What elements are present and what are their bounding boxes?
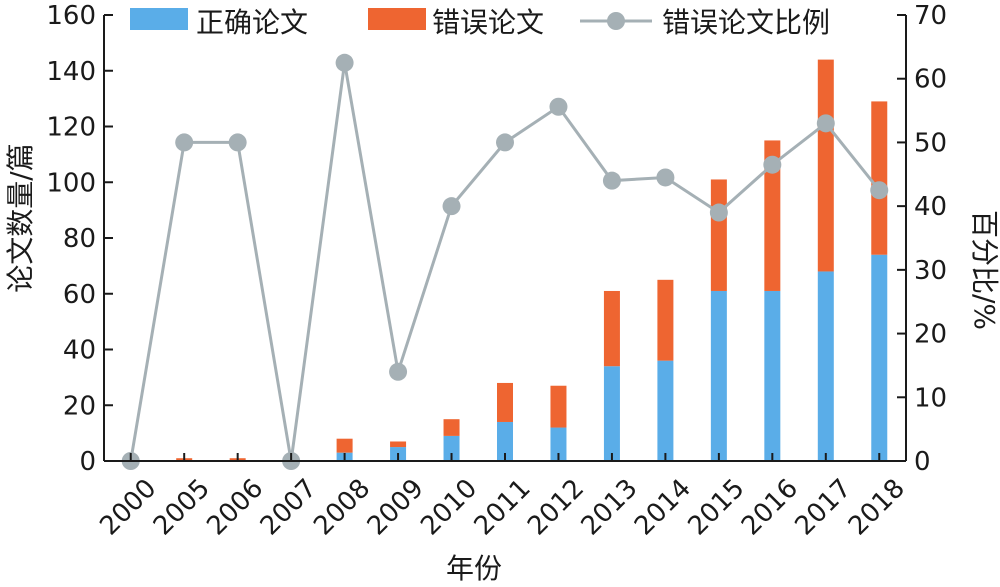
ratio-point-2012 [549,97,568,116]
y-tick-label: 40 [63,336,96,366]
axes-group: 0 20 40 60 80 100 120 140 160 0 10 20 30 40 50 60 70 2000… [46,1,947,541]
bar-correct-2017 [817,271,834,461]
x-tick-label: 2015 [683,473,751,541]
bar-correct-2018 [871,254,888,461]
y2-tick-label: 30 [914,256,947,286]
bar-correct-2013 [603,366,620,461]
x-tick-label: 2006 [201,473,269,541]
x-tick-label: 2011 [469,473,537,541]
bar-wrong-2012 [550,385,567,428]
ratio-point-2011 [496,133,514,152]
legend: 正确论文 错误论文 错误论文比例 [130,6,830,39]
bar-correct-2010 [443,435,460,461]
bar-wrong-2018 [871,101,888,255]
legend-swatch-wrong [368,8,426,30]
bars-group [176,59,888,461]
y-tick-label: 140 [46,57,96,87]
ratio-point-2008 [335,53,354,72]
bar-wrong-2017 [817,59,834,272]
legend-label-ratio: 错误论文比例 [662,6,830,39]
bar-correct-2014 [657,360,674,461]
ratio-point-2015 [709,203,728,222]
x-tick-label: 2009 [362,473,430,541]
y-tick-label: 100 [46,168,96,198]
bar-wrong-2011 [497,382,513,422]
x-tick-label: 2013 [576,473,644,541]
x-tick-label: 2014 [629,473,697,541]
x-tick-label: 2007 [255,473,323,541]
ratio-point-2017 [816,114,835,133]
bar-correct-2012 [550,427,567,461]
y-tick-label: 120 [46,113,96,143]
bar-wrong-2008 [336,438,353,453]
y-tick-label: 80 [63,224,96,254]
x-tick-label: 2010 [415,473,483,541]
y-axis-title: 论文数量/篇 [4,143,37,292]
bar-wrong-2016 [764,140,781,291]
bar-correct-2016 [764,290,781,461]
bar-wrong-2015 [710,179,727,291]
ratio-point-2006 [228,133,247,152]
ratio-point-2016 [763,155,782,174]
bar-correct-2015 [710,290,727,461]
x-tick-label: 2005 [148,473,216,541]
x-tick-label: 2018 [843,473,911,541]
y-tick-label: 160 [46,1,96,31]
ratio-point-2009 [389,362,408,381]
ratio-point-2010 [442,197,461,216]
y-tick-label: 20 [63,391,96,421]
y2-tick-label: 40 [914,192,947,222]
ratio-point-2014 [656,168,675,187]
y2-tick-label: 70 [914,1,947,31]
y2-tick-label: 20 [914,320,947,350]
ratio-point-2013 [602,171,621,190]
legend-marker [607,12,625,30]
bar-wrong-2013 [603,290,620,367]
y2-tick-label: 60 [914,65,947,95]
bar-correct-2011 [497,421,513,461]
bar-wrong-2014 [657,279,674,361]
x-axis-title: 年份 [446,552,502,585]
x-tick-label: 2016 [736,473,804,541]
y2-tick-label: 10 [914,383,947,413]
legend-swatch-correct [130,8,188,30]
bar-wrong-2010 [443,419,460,436]
x-tick-label: 2008 [308,473,376,541]
y2-axis-title: 百分比/% [968,210,1000,330]
legend-label-wrong: 错误论文 [432,6,544,39]
x-tick-label: 2017 [789,473,857,541]
line-series-group [121,53,889,470]
ratio-point-2018 [870,181,889,200]
y2-tick-label: 50 [914,128,947,158]
ratio-point-2005 [175,133,194,152]
y2-tick-label: 0 [914,447,931,477]
legend-label-correct: 正确论文 [196,6,308,39]
y-tick-label: 0 [79,447,96,477]
y-tick-label: 60 [63,280,96,310]
x-tick-label: 2012 [522,473,590,541]
x-tick-label: 2000 [94,473,162,541]
bar-wrong-2009 [390,441,407,448]
